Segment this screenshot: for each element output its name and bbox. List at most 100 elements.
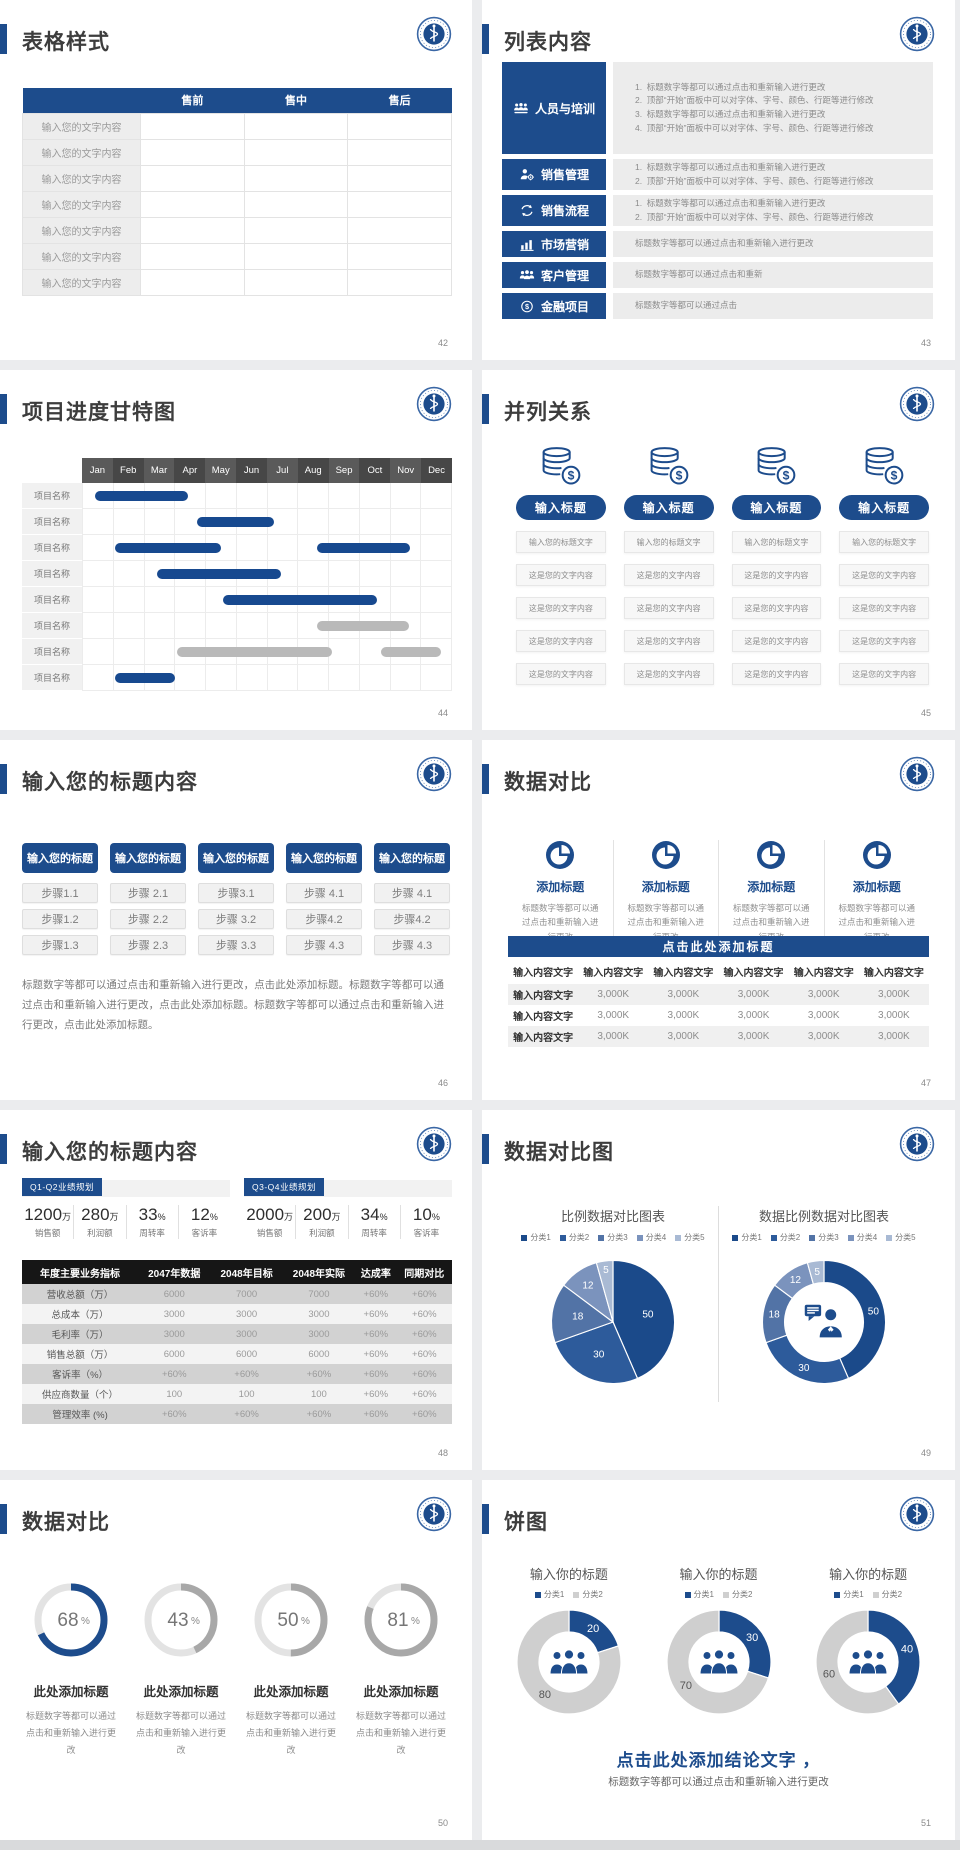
step-columns: 输入您的标题 步骤1.1 步骤1.2 步骤1.3 输入您的标题 步骤 2.1 步骤 2.2 步…	[22, 843, 450, 961]
step-column: 输入您的标题 步骤3.1 步骤 3.2 步骤 3.3	[198, 843, 274, 961]
page-number: 42	[437, 338, 448, 348]
table-header-cell: 2048年实际	[282, 1260, 356, 1284]
table-row: 毛利率（万） 3000 3000 3000 +60% +60%	[22, 1324, 452, 1344]
table-row: 输入您的文字内容	[22, 112, 452, 140]
gantt-month-label: Jun	[236, 458, 267, 483]
svg-text:18: 18	[768, 1309, 780, 1320]
svg-text:%: %	[411, 1616, 420, 1627]
page-number: 51	[920, 1818, 931, 1828]
table-header-cell: 输入内容文字	[583, 968, 644, 979]
gauge-text: 标题数字等都可以通过点击和重新输入进行更改	[135, 1711, 226, 1756]
gantt-row-label: 项目名称	[22, 613, 82, 639]
slide-gantt-chart[interactable]: 项目进度甘特图 Jan Feb Mar Apr May Jun Jul Aug Sep Oct No…	[0, 370, 472, 730]
text-box: 这是您的文字内容	[731, 564, 822, 586]
list-item-label: 客户管理	[502, 262, 606, 288]
gauge-block: 68% 此处添加标题 标题数字等都可以通过点击和重新输入进行更改	[16, 1578, 126, 1759]
legend-item: 分类2	[770, 1232, 800, 1243]
kpi-table: 年度主要业务指标 2047年数据 2048年目标 2048年实际 达成率 同期对比 营收总额…	[22, 1260, 452, 1424]
table-header-cell: 输入内容文字	[723, 968, 784, 979]
gantt-month-label: Jan	[82, 458, 113, 483]
slide-parallel-relation[interactable]: 并列关系 $ 输入标题 输入您的标题文字 这是您的文字内容 这是您的文字内容 这是您的文字…	[482, 370, 955, 730]
list-item-desc: 1. 标题数字等都可以通过点击和重新输入进行更改 2. 顶部“开始”面板中可以对字…	[613, 159, 933, 190]
step-column: 输入您的标题 步骤 2.1 步骤 2.2 步骤 2.3	[110, 843, 186, 961]
table-row: 输入您的文字内容	[22, 216, 452, 244]
slide-pie-charts[interactable]: 饼图 输入你的标题 分类1 分类2 20 80 输入你的标题 分类1 分类2 30 70 输入你的标…	[482, 1480, 955, 1840]
svg-text:18: 18	[572, 1312, 584, 1323]
slide-kpi-table[interactable]: 输入您的标题内容 Q1-Q2业绩规划 1200万 销售额 280万 利润额 33% 周转率 1…	[0, 1110, 472, 1470]
gantt-month-label: Feb	[112, 458, 144, 483]
kpi-group: Q3-Q4业绩规划 2000万 销售额 200万 利润额 34% 周转率 10% 客诉率	[244, 1178, 452, 1239]
table-row: 销售总额（万） 6000 6000 6000 +60% +60%	[22, 1344, 452, 1364]
list-item-desc: 1. 标题数字等都可以通过点击和重新输入进行更改 2. 顶部“开始”面板中可以对字…	[613, 62, 933, 154]
step-box: 步骤4.2	[286, 909, 362, 929]
feature-list: 人员与培训 1. 标题数字等都可以通过点击和重新输入进行更改 2. 顶部“开始”面板…	[502, 62, 933, 319]
title-accent-bar	[482, 24, 489, 54]
pie-chart-icon	[651, 840, 681, 870]
gantt-month-label: Apr	[174, 458, 206, 483]
legend-item: 分类2	[723, 1589, 752, 1600]
list-item-desc: 标题数字等都可以通过点击和重新输入进行更改	[613, 231, 933, 257]
kpi-stat: 200万 利润额	[296, 1205, 349, 1239]
donut-row: 输入你的标题 分类1 分类2 20 80 输入你的标题 分类1 分类2 30 70 输入你的标题 分类…	[494, 1564, 943, 1725]
feature-heading: 添加标题	[536, 880, 585, 894]
slide-data-compare-features[interactable]: 数据对比 添加标题标题数字等都可以通过点击和重新输入进行更改添加标题标题数字等都…	[482, 740, 955, 1100]
gantt-row-label: 项目名称	[22, 665, 82, 691]
table-row: 输入内容文字 3,000K 3,000K 3,000K 3,000K 3,000K	[508, 984, 929, 1005]
text-box: 这是您的文字内容	[623, 663, 714, 685]
list-item-text: 标题数字等都可以通过点击和重新	[635, 269, 763, 280]
svg-text:$: $	[525, 302, 529, 311]
kpi-group: Q1-Q2业绩规划 1200万 销售额 280万 利润额 33% 周转率 12% 客诉率	[22, 1178, 230, 1239]
slide-compare-charts[interactable]: 数据对比图 比例数据对比图表 分类1 分类2 分类3 分类4 分类5 50 30 18 12 5 数据…	[482, 1110, 955, 1470]
slide-list-content[interactable]: 列表内容 人员与培训 1. 标题数字等都可以通过点击和重新输入进行更改 2. 顶部“…	[482, 0, 955, 360]
chart-title: 输入你的标题	[529, 1567, 608, 1582]
list-item: 销售管理 1. 标题数字等都可以通过点击和重新输入进行更改 2. 顶部“开始”面板中…	[502, 159, 933, 190]
list-item-label: 销售管理	[502, 159, 606, 190]
gantt-bar	[316, 543, 411, 553]
legend-item: 分类1	[534, 1589, 564, 1600]
feature-heading: 添加标题	[852, 880, 901, 894]
donut-chart: 30 70	[665, 1609, 772, 1715]
slide-gauges[interactable]: 数据对比 68% 此处添加标题 标题数字等都可以通过点击和重新输入进行更改 43% 此处…	[0, 1480, 472, 1840]
slide-title: 数据对比	[504, 771, 592, 794]
text-box: 这是您的文字内容	[839, 630, 929, 652]
kpi-stat: 34% 周转率	[349, 1205, 401, 1239]
table-row: 输入您的文字内容	[22, 190, 452, 218]
kpi-badge: Q3-Q4业绩规划	[244, 1178, 325, 1196]
list-item: $ 金融项目 标题数字等都可以通过点击	[502, 293, 933, 319]
data-table: 输入内容文字 输入内容文字 输入内容文字 输入内容文字 输入内容文字 输入内容文字 输入内容…	[508, 959, 929, 1047]
table-row: 输入您的文字内容	[22, 138, 452, 166]
sales-flow-icon	[519, 203, 535, 218]
marketing-icon	[519, 237, 535, 252]
text-box: 这是您的文字内容	[516, 663, 606, 685]
step-box: 步骤 4.3	[286, 935, 362, 955]
kpi-stat: 1200万 销售额	[22, 1205, 75, 1239]
feature-heading: 添加标题	[747, 880, 796, 894]
svg-text:30: 30	[593, 1350, 605, 1361]
table-row: 总成本（万） 3000 3000 3000 +60% +60%	[22, 1304, 452, 1324]
parallel-column: $ 输入标题 输入您的标题文字 这是您的文字内容 这是您的文字内容 这是您的文字内容 这是您…	[839, 446, 929, 696]
title-accent-bar	[0, 1134, 7, 1164]
step-box: 步骤 3.2	[198, 909, 274, 929]
slide-title: 项目进度甘特图	[22, 401, 176, 424]
slide-title: 数据对比	[22, 1511, 110, 1534]
row-label-cell: 输入您的文字内容	[22, 268, 141, 296]
kpi-stat: 12% 客诉率	[190, 1205, 218, 1238]
donut-chart: 50 30 18 12 5	[761, 1259, 887, 1385]
coins-icon: $	[538, 446, 584, 486]
list-item-text: 1. 标题数字等都可以通过点击和重新输入进行更改	[635, 197, 826, 208]
slide-table-style[interactable]: 表格样式 售前 售中 售后 输入您的文字内容 输入您的文字内容 输入您的文字内容 输入您的文…	[0, 0, 472, 360]
legend-item: 分类5	[675, 1232, 705, 1243]
text-box: 这是您的文字内容	[731, 597, 822, 619]
legend-item: 分类3	[598, 1232, 628, 1243]
school-logo-icon	[899, 16, 935, 52]
title-accent-bar	[0, 24, 7, 54]
gantt-bar	[316, 621, 409, 631]
page-number: 45	[920, 708, 931, 718]
slide-steps[interactable]: 输入您的标题内容 输入您的标题 步骤1.1 步骤1.2 步骤1.3 输入您的标题 步骤 2…	[0, 740, 472, 1100]
gantt-month-header: Jan Feb Mar Apr May Jun Jul Aug Sep Oct Nov Dec	[82, 458, 452, 483]
chart-panel: 数据比例数据对比图表 分类1 分类2 分类3 分类4 分类5 50 30 18 12 5	[719, 1206, 929, 1402]
table-header-cell: 输入内容文字	[653, 968, 714, 979]
parallel-column: $ 输入标题 输入您的标题文字 这是您的文字内容 这是您的文字内容 这是您的文字内容 这是您…	[516, 446, 606, 696]
step-box: 步骤4.2	[374, 909, 450, 929]
page-number: 50	[437, 1818, 448, 1828]
